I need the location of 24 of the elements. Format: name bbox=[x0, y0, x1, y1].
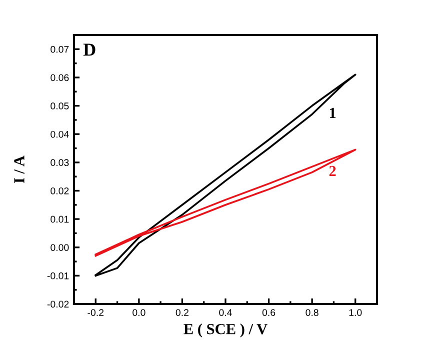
y-tick-label: 0.03 bbox=[50, 159, 69, 166]
x-tick-label: 0.6 bbox=[262, 309, 276, 316]
x-tick-label: 0.4 bbox=[219, 309, 232, 316]
y-tick-label: 0.01 bbox=[50, 216, 69, 223]
line-series bbox=[94, 148, 356, 257]
x-tick-label: 0.0 bbox=[132, 309, 146, 316]
y-tick-label: -0.02 bbox=[47, 300, 69, 308]
y-tick-label: 0.06 bbox=[50, 74, 69, 82]
annotation: D bbox=[83, 44, 96, 56]
y-tick-label: 0.02 bbox=[50, 187, 69, 194]
x-tick-label: 0.2 bbox=[176, 309, 188, 316]
y-tick-label: 0.05 bbox=[50, 102, 69, 110]
x-tick-label: 0.8 bbox=[306, 309, 318, 316]
y-tick-label: 0.00 bbox=[50, 244, 69, 251]
series-label: 1 bbox=[330, 108, 336, 118]
y-axis-title: I / A bbox=[14, 156, 24, 183]
x-tick-label: -0.2 bbox=[88, 309, 104, 316]
y-tick-label: -0.01 bbox=[47, 272, 69, 280]
series-label: 2 bbox=[329, 166, 336, 176]
y-tick-label: 0.04 bbox=[50, 130, 69, 138]
x-tick-label: 1.0 bbox=[349, 309, 362, 316]
line-series bbox=[94, 74, 356, 277]
y-tick-label: 0.07 bbox=[50, 46, 69, 53]
x-axis-title: E ( SCE ) / V bbox=[184, 323, 268, 338]
